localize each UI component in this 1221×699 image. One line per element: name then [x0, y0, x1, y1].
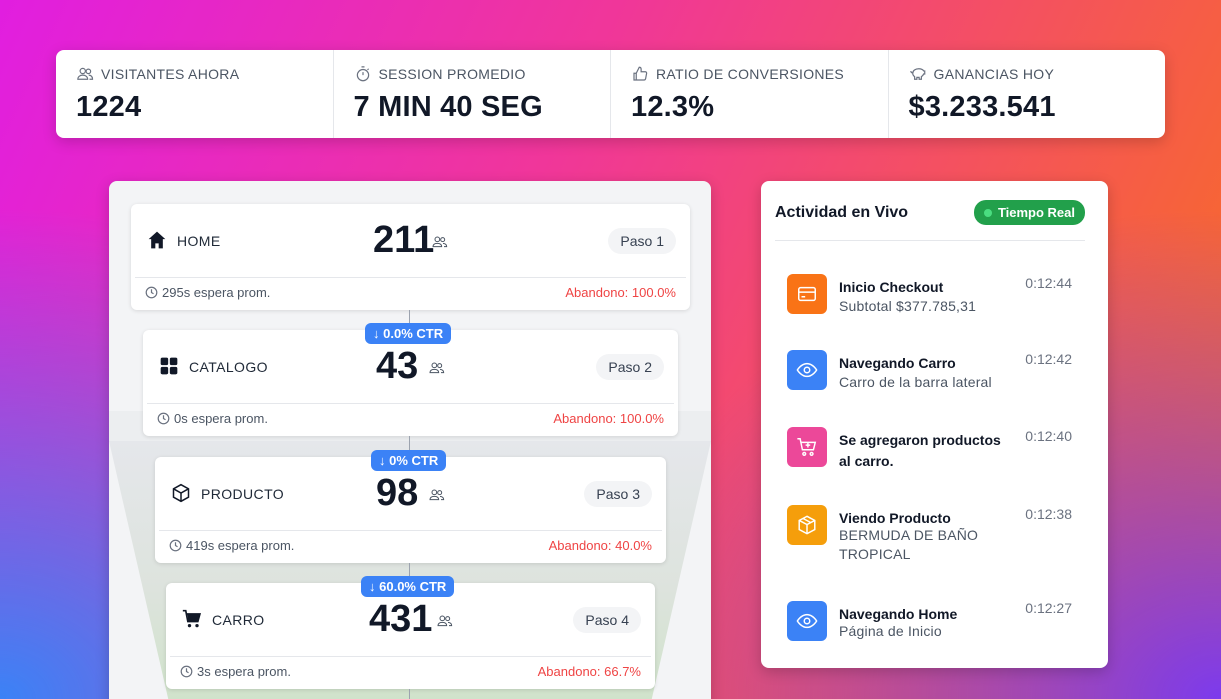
activity-time: 0:12:38 — [1025, 506, 1072, 522]
activity-subtitle: Subtotal $377.785,31 — [839, 298, 977, 314]
activity-subtitle: BERMUDA DE BAÑO TROPICAL — [839, 527, 979, 562]
thumbs-up-icon — [633, 66, 648, 81]
funnel-connector — [409, 310, 410, 330]
stat-value: 7 MIN 40 SEG — [353, 91, 543, 123]
clock-icon — [169, 539, 182, 552]
status-dot-icon — [983, 209, 992, 217]
funnel-step-producto[interactable]: PRODUCTO 98 Paso 3 419s espera prom. Aba… — [155, 457, 666, 563]
step-count: 431 — [369, 598, 433, 640]
step-badge: Paso 3 — [584, 481, 652, 507]
wait-time: 3s espera prom. — [180, 664, 291, 679]
stats-bar: VISITANTES AHORA 1224 SESSION PROMEDIO 7… — [56, 50, 1165, 138]
cart-plus-icon — [787, 427, 827, 467]
clock-icon — [145, 286, 158, 299]
clock-icon — [157, 412, 170, 425]
stat-conversion: RATIO DE CONVERSIONES 12.3% — [611, 50, 889, 138]
funnel-step-carro[interactable]: CARRO 431 Paso 4 3s espera prom. Abandon… — [166, 583, 655, 689]
live-header: Actividad en Vivo Tiempo Real — [775, 199, 1085, 241]
stat-label: GANANCIAS HOY — [933, 66, 1055, 82]
funnel-connector — [409, 563, 410, 583]
funnel-connector — [409, 436, 410, 457]
activity-time: 0:12:44 — [1025, 275, 1072, 291]
box-icon — [787, 505, 827, 545]
step-name: PRODUCTO — [201, 486, 285, 502]
activity-title: Navegando Carro — [839, 355, 956, 371]
activity-item[interactable]: Navegando Carro Carro de la barra latera… — [787, 350, 1087, 400]
stat-value: 1224 — [76, 91, 142, 123]
step-badge: Paso 1 — [608, 228, 676, 254]
stat-value: 12.3% — [631, 91, 715, 123]
activity-subtitle: Página de Inicio — [839, 623, 942, 639]
step-name: CARRO — [212, 612, 265, 628]
ctr-badge: ↓ 0.0% CTR — [365, 323, 452, 344]
stat-label: SESSION PROMEDIO — [378, 66, 526, 82]
step-count: 43 — [376, 345, 419, 387]
step-count: 211 — [373, 219, 435, 261]
timer-icon — [356, 66, 369, 82]
activity-item[interactable]: Se agregaron productos al carro. 0:12:40 — [787, 427, 1087, 477]
cart-icon — [182, 609, 202, 628]
ctr-badge: ↓ 0% CTR — [371, 450, 447, 471]
users-icon — [429, 362, 445, 374]
funnel-step-catalogo[interactable]: CATALOGO 43 Paso 2 0s espera prom. Aband… — [143, 330, 678, 436]
wait-time: 0s espera prom. — [157, 411, 268, 426]
users-icon — [437, 615, 453, 627]
stat-label: VISITANTES AHORA — [101, 66, 240, 82]
activity-title: Se agregaron productos al carro. — [839, 432, 1001, 469]
eye-icon — [787, 350, 827, 390]
funnel-connector — [409, 689, 410, 699]
piggy-bank-icon — [909, 68, 925, 80]
ctr-badge: ↓ 60.0% CTR — [361, 576, 455, 597]
stat-value: $3.233.541 — [908, 91, 1056, 123]
step-badge: Paso 2 — [596, 354, 664, 380]
stat-session: SESSION PROMEDIO 7 MIN 40 SEG — [334, 50, 611, 138]
wait-time: 295s espera prom. — [145, 285, 270, 300]
step-name: HOME — [177, 233, 221, 249]
stat-earnings: GANANCIAS HOY $3.233.541 — [889, 50, 1166, 138]
grid-icon — [160, 357, 178, 375]
funnel-step-home[interactable]: HOME 211 Paso 1 295s espera prom. Abando… — [131, 204, 690, 310]
step-badge: Paso 4 — [573, 607, 641, 633]
step-name: CATALOGO — [189, 359, 268, 375]
home-icon — [148, 231, 166, 249]
activity-time: 0:12:27 — [1025, 600, 1072, 616]
activity-item[interactable]: Viendo Producto BERMUDA DE BAÑO TROPICAL… — [787, 505, 1087, 565]
abandon-rate: Abandono: 100.0% — [565, 285, 676, 300]
box-icon — [172, 483, 190, 503]
activity-subtitle: Carro de la barra lateral — [839, 374, 992, 390]
live-activity-panel: Actividad en Vivo Tiempo Real Inicio Che… — [761, 181, 1108, 668]
users-icon — [429, 489, 445, 501]
realtime-badge: Tiempo Real — [973, 200, 1085, 225]
activity-title: Inicio Checkout — [839, 279, 944, 295]
abandon-rate: Abandono: 100.0% — [553, 411, 664, 426]
activity-time: 0:12:42 — [1025, 351, 1072, 367]
activity-title: Viendo Producto — [839, 510, 951, 526]
eye-icon — [787, 601, 827, 641]
credit-card-icon — [787, 274, 827, 314]
panel-title: Actividad en Vivo — [775, 204, 909, 221]
abandon-rate: Abandono: 66.7% — [537, 664, 641, 679]
activity-title: Navegando Home — [839, 606, 958, 622]
activity-item[interactable]: Inicio Checkout Subtotal $377.785,31 0:1… — [787, 274, 1087, 324]
stat-label: RATIO DE CONVERSIONES — [656, 66, 845, 82]
conversion-funnel: HOME 211 Paso 1 295s espera prom. Abando… — [109, 181, 711, 699]
activity-time: 0:12:40 — [1025, 428, 1072, 444]
users-icon — [77, 67, 94, 80]
users-icon — [432, 236, 448, 248]
abandon-rate: Abandono: 40.0% — [548, 538, 652, 553]
stat-visitors: VISITANTES AHORA 1224 — [56, 50, 334, 138]
wait-time: 419s espera prom. — [169, 538, 294, 553]
activity-item[interactable]: Navegando Home Página de Inicio 0:12:27 — [787, 600, 1087, 651]
clock-icon — [180, 665, 193, 678]
step-count: 98 — [376, 472, 419, 514]
